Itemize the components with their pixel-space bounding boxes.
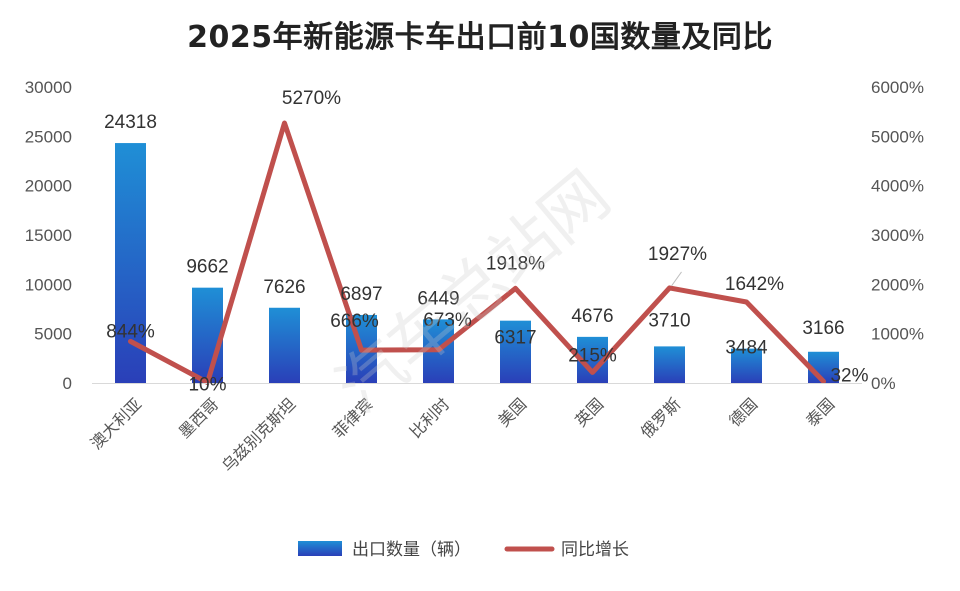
line-value-label: 1927% xyxy=(648,244,707,265)
line-value-label: 32% xyxy=(830,365,868,386)
growth-line xyxy=(128,120,826,386)
y-right-tick: 4000% xyxy=(871,177,924,196)
y-left-tick: 25000 xyxy=(25,127,72,146)
label-leader-line xyxy=(671,271,682,287)
bar-俄罗斯 xyxy=(654,346,685,383)
line-value-label: 10% xyxy=(188,375,226,396)
line-value-label: 215% xyxy=(568,345,617,366)
x-category-label: 乌兹别克斯坦 xyxy=(218,394,299,475)
bar-value-label: 7626 xyxy=(263,277,305,298)
legend-bar-swatch xyxy=(298,541,342,556)
y-left-tick: 20000 xyxy=(25,177,72,196)
line-value-label: 5270% xyxy=(282,88,341,109)
x-category-label: 德国 xyxy=(725,394,761,430)
bar-乌兹别克斯坦 xyxy=(269,307,300,383)
y-left-tick: 30000 xyxy=(25,78,72,97)
y-left-tick: 15000 xyxy=(25,226,72,245)
bar-value-label: 6317 xyxy=(494,328,536,349)
legend-bar-label: 出口数量（辆） xyxy=(352,540,471,560)
chart-title: 2025年新能源卡车出口前10国数量及同比 xyxy=(187,20,773,55)
line-value-label: 1918% xyxy=(486,253,545,274)
y-right-tick: 1000% xyxy=(871,325,924,344)
y-right-tick: 6000% xyxy=(871,78,924,97)
bar-value-label: 6897 xyxy=(340,284,382,305)
bar-美国 xyxy=(500,320,531,383)
y-left-tick: 5000 xyxy=(34,325,72,344)
x-category-label: 泰国 xyxy=(802,394,838,430)
bar-德国 xyxy=(731,348,762,383)
line-value-label: 673% xyxy=(423,310,472,331)
bar-value-label: 3166 xyxy=(802,318,844,339)
bar-value-label: 24318 xyxy=(104,112,157,133)
y-right-tick: 2000% xyxy=(871,275,924,294)
line-value-label: 666% xyxy=(330,311,379,332)
y-left-tick: 10000 xyxy=(25,275,72,294)
x-category-label: 美国 xyxy=(494,394,530,430)
bar-value-label: 3484 xyxy=(725,338,768,359)
bar-value-label: 4676 xyxy=(571,306,613,327)
x-category-label: 澳大利亚 xyxy=(87,394,146,453)
x-category-label: 比利时 xyxy=(406,394,453,441)
y-left-tick: 0 xyxy=(63,374,72,393)
legend-line-label: 同比增长 xyxy=(561,540,629,560)
line-value-label: 844% xyxy=(106,321,155,342)
line-value-label: 1642% xyxy=(725,274,784,295)
y-right-tick: 3000% xyxy=(871,226,924,245)
bar-value-label: 6449 xyxy=(417,288,459,309)
y-right-tick: 0% xyxy=(871,374,896,393)
y-right-tick: 5000% xyxy=(871,127,924,146)
x-category-label: 墨西哥 xyxy=(175,394,222,441)
bar-value-label: 3710 xyxy=(648,310,690,331)
x-category-label: 俄罗斯 xyxy=(637,394,684,441)
bar-墨西哥 xyxy=(192,287,223,383)
x-category-label: 英国 xyxy=(571,394,607,430)
bar-value-label: 9662 xyxy=(186,257,228,278)
